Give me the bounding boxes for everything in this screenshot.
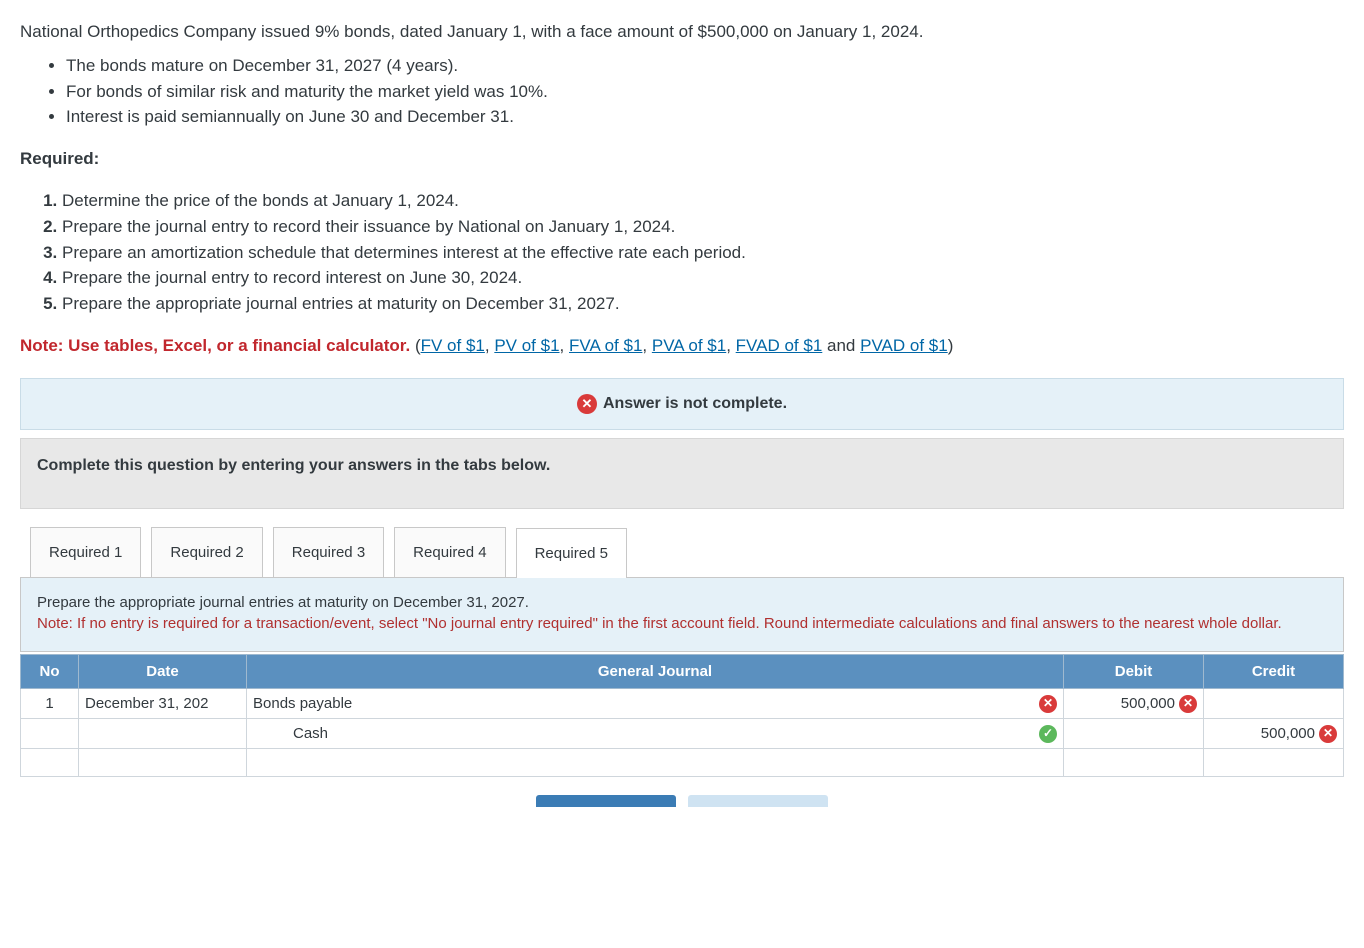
cell-no[interactable] [21,719,79,749]
nav-button-bar [20,795,1344,807]
correct-icon: ✓ [1039,725,1057,743]
instruction-box: Complete this question by entering your … [20,438,1344,508]
cell-no[interactable] [21,749,79,777]
account-text: Cash [253,723,328,744]
table-row [21,749,1344,777]
tab-required-4[interactable]: Required 4 [394,527,505,577]
calculator-note: Note: Use tables, Excel, or a financial … [20,334,1344,358]
credit-value: 500,000 [1261,723,1315,744]
tabs-bar: Required 1 Required 2 Required 3 Require… [20,527,1344,577]
tab-required-3[interactable]: Required 3 [273,527,384,577]
wrong-icon: ✕ [1179,695,1197,713]
alert-text: Answer is not complete. [603,393,787,415]
tab-required-5[interactable]: Required 5 [516,528,627,578]
wrong-icon: ✕ [1039,695,1057,713]
table-row: 1December 31, 202Bonds payable✕500,000✕ [21,689,1344,719]
cell-date[interactable] [79,719,247,749]
bullet-item: For bonds of similar risk and maturity t… [66,80,1344,104]
requirements-list: Determine the price of the bonds at Janu… [20,189,1344,316]
cell-credit[interactable] [1204,689,1344,719]
requirement-item: Prepare an amortization schedule that de… [62,241,1344,265]
cell-account[interactable] [247,749,1064,777]
cell-date[interactable]: December 31, 202 [79,689,247,719]
cell-credit[interactable]: 500,000✕ [1204,719,1344,749]
prev-button[interactable] [536,795,676,807]
bullet-item: The bonds mature on December 31, 2027 (4… [66,54,1344,78]
journal-table: No Date General Journal Debit Credit 1De… [20,654,1344,777]
requirement-item: Prepare the journal entry to record inte… [62,266,1344,290]
cell-debit[interactable] [1064,719,1204,749]
link-pvad[interactable]: PVAD of $1 [860,336,948,355]
link-pv[interactable]: PV of $1 [494,336,559,355]
cell-debit[interactable] [1064,749,1204,777]
th-date: Date [79,655,247,689]
requirement-item: Determine the price of the bonds at Janu… [62,189,1344,213]
th-debit: Debit [1064,655,1204,689]
link-fva[interactable]: FVA of $1 [569,336,642,355]
required-heading: Required: [20,147,1344,171]
cell-date[interactable] [79,749,247,777]
cell-credit[interactable] [1204,749,1344,777]
link-fvad[interactable]: FVAD of $1 [736,336,823,355]
bullet-item: Interest is paid semiannually on June 30… [66,105,1344,129]
next-button[interactable] [688,795,828,807]
wrong-icon: ✕ [1319,725,1337,743]
tab-instruction-1: Prepare the appropriate journal entries … [37,592,1327,614]
problem-intro: National Orthopedics Company issued 9% b… [20,20,1344,44]
cell-no[interactable]: 1 [21,689,79,719]
account-text: Bonds payable [253,693,352,714]
answer-status-alert: ✕ Answer is not complete. [20,378,1344,430]
tab-instruction-note: Note: If no entry is required for a tran… [37,613,1327,635]
tab-required-2[interactable]: Required 2 [151,527,262,577]
tab-content: Prepare the appropriate journal entries … [20,577,1344,653]
requirement-item: Prepare the journal entry to record thei… [62,215,1344,239]
requirement-item: Prepare the appropriate journal entries … [62,292,1344,316]
cell-debit[interactable]: 500,000✕ [1064,689,1204,719]
th-general-journal: General Journal [247,655,1064,689]
th-no: No [21,655,79,689]
problem-bullets: The bonds mature on December 31, 2027 (4… [20,54,1344,129]
debit-value: 500,000 [1121,693,1175,714]
tab-required-1[interactable]: Required 1 [30,527,141,577]
error-icon: ✕ [577,394,597,414]
th-credit: Credit [1204,655,1344,689]
link-fv[interactable]: FV of $1 [421,336,485,355]
cell-account[interactable]: Cash ✓ [247,719,1064,749]
cell-account[interactable]: Bonds payable ✕ [247,689,1064,719]
table-row: Cash ✓ 500,000✕ [21,719,1344,749]
note-prefix: Note: Use tables, Excel, or a financial … [20,336,415,355]
note-paren-close: ) [948,336,954,355]
link-pva[interactable]: PVA of $1 [652,336,726,355]
